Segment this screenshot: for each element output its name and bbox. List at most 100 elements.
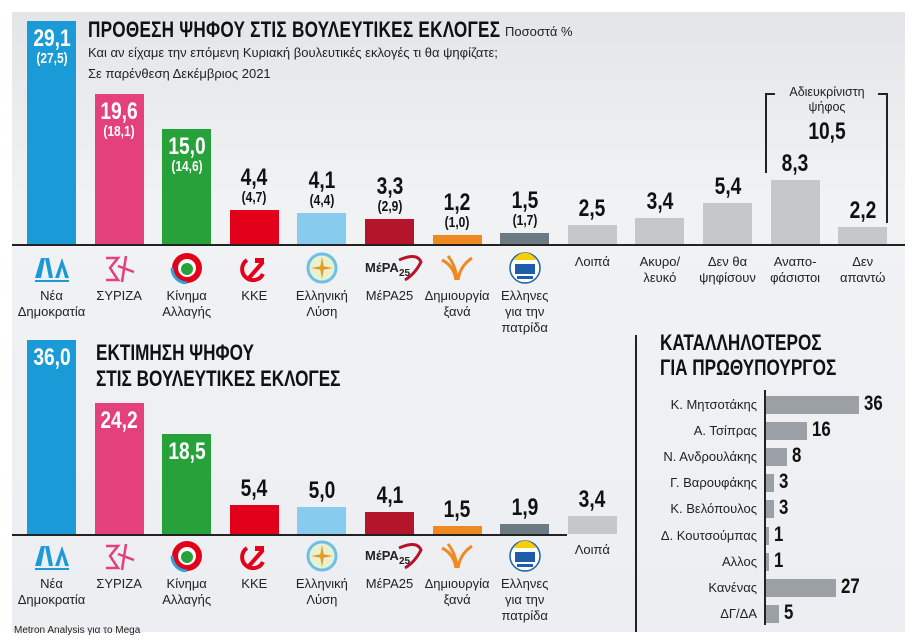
value-label: 1,5 — [443, 495, 471, 523]
pm-label: Κ. Μητσοτάκης — [670, 397, 757, 412]
bar-4 — [229, 504, 279, 534]
bar-3 — [162, 434, 212, 534]
pm-value: 36 — [863, 392, 883, 415]
kinal-logo-icon — [162, 540, 212, 573]
kke-logo-icon — [229, 540, 279, 572]
pm-value: 16 — [812, 418, 831, 442]
category-label: Ελληνες για την πατρίδα — [500, 288, 549, 335]
pm-value: 1 — [773, 522, 783, 546]
undecided-value: 10,5 — [808, 118, 846, 145]
bar-2 — [94, 93, 144, 244]
category-label: Ελληνική Λύση — [295, 576, 348, 607]
value-label: 3,4 — [646, 187, 674, 215]
bar-7 — [432, 234, 482, 244]
elliniki-lysi-logo-icon — [297, 540, 347, 572]
svg-text:25: 25 — [399, 268, 411, 279]
source-note: Metron Analysis για το Mega — [14, 625, 141, 636]
svg-text:MέPA: MέPA — [365, 260, 399, 275]
bar-3 — [162, 129, 212, 244]
vote-intention-title: ΠΡΟΘΕΣΗ ΨΗΦΟΥ ΣΤΙΣ ΒΟΥΛΕΥΤΙΚΕΣ ΕΚΛΟΓΕΣ — [88, 17, 501, 42]
category-label: Αναπο-φάσιστοι — [770, 254, 821, 285]
pm-bar-8 — [766, 578, 836, 597]
value-label: 2,2 — [849, 197, 877, 225]
value-label: 36,0 — [32, 343, 71, 371]
pm-value: 27 — [840, 574, 860, 598]
bar-6 — [365, 218, 414, 244]
pm-bar-4 — [766, 474, 774, 493]
pm-bar-6 — [766, 526, 769, 545]
category-label: Δημιουργία ξανά — [424, 288, 490, 319]
dimiourgia-logo-icon — [432, 252, 482, 284]
pm-value: 5 — [783, 600, 794, 624]
pm-bar-1 — [766, 396, 859, 414]
category-label: Ελληνες για την πατρίδα — [500, 576, 549, 623]
syriza-logo-icon — [94, 540, 144, 572]
value-label: 4,1 — [308, 166, 336, 194]
bar-1 — [27, 339, 76, 534]
value-label: 5,4 — [240, 474, 268, 502]
comparison-note: Σε παρένθεση Δεκέμβριος 2021 — [88, 66, 271, 81]
category-label: Νέα Δημοκρατία — [17, 288, 86, 319]
pm-bar-2 — [766, 422, 808, 441]
pm-label: Α. Τσίπρας — [693, 423, 757, 439]
bar-2 — [94, 403, 144, 534]
question-text: Και αν είχαμε την επόμενη Κυριακή βουλευ… — [88, 45, 498, 60]
pm-label: Γ. Βαρουφάκης — [670, 475, 757, 491]
category-label: ΣΥΡΙΖΑ — [96, 576, 142, 591]
category-label: Ακυρο/λευκό — [639, 254, 681, 285]
pm-label: Δ. Κουτσούμπας — [660, 527, 757, 543]
category-label: ΜέΡΑ25 — [365, 576, 414, 591]
pm-label: Κανένας — [708, 579, 757, 595]
category-label: Δημιουργία ξανά — [424, 576, 490, 607]
category-label: Δεν θα ψηφίσουν — [699, 254, 756, 285]
bar-9 — [567, 515, 617, 534]
value-label: 1,9 — [511, 493, 539, 521]
previous-value-label: (1,0) — [444, 213, 470, 231]
pm-label: Αλλος — [722, 553, 757, 569]
bar-8 — [500, 523, 550, 534]
bar-5 — [297, 507, 347, 534]
pm-value: 8 — [791, 444, 801, 468]
category-label: Ελληνική Λύση — [295, 288, 348, 319]
category-label: Δεν απαντώ — [839, 254, 886, 285]
bar-4 — [229, 210, 279, 244]
value-label: 5,0 — [308, 477, 336, 504]
category-label: Κίνημα Αλλαγής — [162, 288, 212, 319]
value-label: 29,1 — [32, 25, 71, 53]
kinal-logo-icon — [162, 252, 212, 285]
previous-value-label: (2,9) — [377, 197, 402, 215]
pm-title: ΚΑΤΑΛΛΗΛΟΤΕΡΟΣ ΓΙΑ ΠΡΩΘΥΠΟΥΡΓΟΣ — [660, 330, 837, 380]
nd-logo-icon — [27, 540, 77, 572]
bar-8 — [500, 232, 550, 244]
category-label: ΜέΡΑ25 — [365, 288, 414, 303]
pm-value: 1 — [773, 548, 783, 572]
svg-text:MέPA: MέPA — [365, 548, 399, 563]
value-label: 8,3 — [781, 150, 809, 178]
value-label: 4,4 — [240, 164, 268, 192]
previous-value-label: (1,7) — [512, 211, 538, 229]
pm-axis — [764, 390, 766, 625]
pm-bar-7 — [766, 552, 769, 571]
previous-value-label: (4,7) — [241, 189, 267, 207]
nd-logo-icon — [27, 252, 77, 284]
svg-text:25: 25 — [399, 556, 411, 567]
bottom-chart-axis — [12, 534, 567, 536]
unit-label: Ποσοστά % — [505, 24, 573, 39]
ellines-logo-icon — [500, 252, 550, 284]
bar-5 — [297, 212, 347, 244]
bar-1 — [27, 21, 76, 244]
elliniki-lysi-logo-icon — [297, 252, 347, 284]
pm-value: 3 — [778, 470, 789, 494]
value-label: 2,5 — [578, 194, 606, 222]
pm-label: Ν. Ανδρουλάκης — [663, 449, 757, 465]
pm-value: 3 — [778, 496, 789, 520]
estimate-title: ΕΚΤΙΜΗΣΗ ΨΗΦΟΥ ΣΤΙΣ ΒΟΥΛΕΥΤΙΚΕΣ ΕΚΛΟΓΕΣ — [96, 340, 341, 391]
category-label: ΚΚΕ — [241, 576, 268, 591]
value-label: 15,0 — [168, 133, 206, 161]
category-label: Λοιπά — [574, 542, 610, 557]
category-label: Νέα Δημοκρατία — [17, 576, 86, 607]
syriza-logo-icon — [94, 252, 144, 284]
category-label: ΚΚΕ — [241, 288, 268, 303]
previous-value-label: (4,4) — [309, 191, 335, 209]
kke-logo-icon — [229, 252, 279, 284]
